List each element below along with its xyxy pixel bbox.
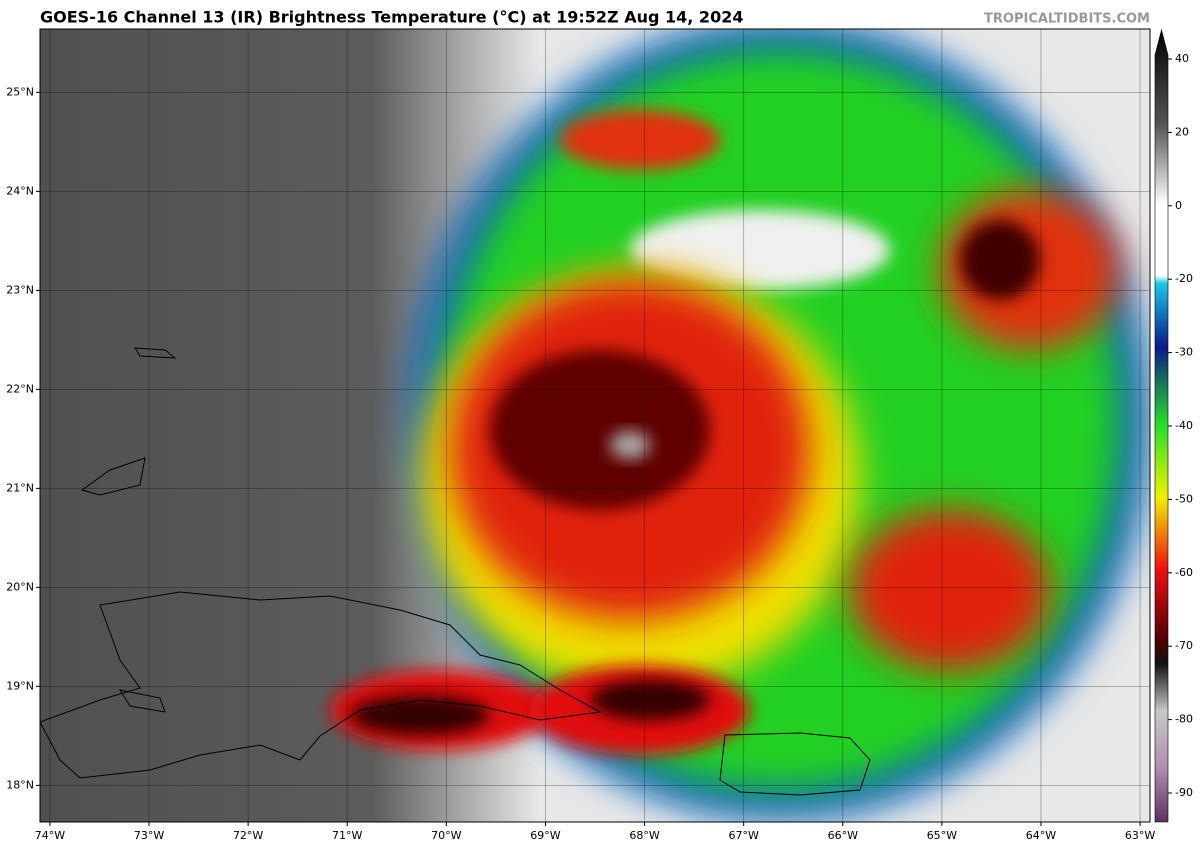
y-tick-label: 18°N	[6, 778, 34, 791]
x-tick-label: 67°W	[728, 829, 758, 842]
y-tick-label: 20°N	[6, 580, 34, 593]
y-tick-label: 23°N	[6, 283, 34, 296]
colorbar-tick-label: -50	[1175, 492, 1193, 505]
colorbar-tick-label: -60	[1175, 566, 1193, 579]
y-tick-label: 22°N	[6, 382, 34, 395]
colorbar-tick-label: -80	[1175, 713, 1193, 726]
colorbar-tick-label: -30	[1175, 346, 1193, 359]
colorbar-tick-label: -20	[1175, 272, 1193, 285]
watermark: TROPICALTIDBITS.COM	[984, 12, 1150, 27]
colorbar-tick-label: 40	[1175, 52, 1189, 65]
y-tick-label: 24°N	[6, 184, 34, 197]
colorbar-tick-label: -70	[1175, 639, 1193, 652]
map-frame	[39, 28, 1151, 823]
title: GOES-16 Channel 13 (IR) Brightness Tempe…	[40, 8, 743, 27]
x-tick-label: 68°W	[629, 829, 659, 842]
y-tick-label: 21°N	[6, 481, 34, 494]
colorbar-tick-label: 0	[1175, 199, 1182, 212]
x-tick-label: 63°W	[1125, 829, 1155, 842]
x-tick-label: 74°W	[35, 829, 65, 842]
x-tick-label: 70°W	[431, 829, 461, 842]
x-tick-label: 64°W	[1026, 829, 1056, 842]
x-tick-label: 71°W	[332, 829, 362, 842]
colorbar-tick-label: -90	[1175, 786, 1193, 799]
y-tick-label: 25°N	[6, 85, 34, 98]
colorbar	[1154, 28, 1169, 823]
coastlines	[40, 347, 871, 796]
colorbar-tick-label: 20	[1175, 125, 1189, 138]
satellite-imagery	[40, 29, 1150, 822]
x-tick-label: 65°W	[927, 829, 957, 842]
y-tick-label: 19°N	[6, 679, 34, 692]
x-tick-label: 73°W	[134, 829, 164, 842]
x-tick-label: 66°W	[828, 829, 858, 842]
x-tick-label: 72°W	[233, 829, 263, 842]
colorbar-tick-label: -40	[1175, 419, 1193, 432]
x-tick-label: 69°W	[530, 829, 560, 842]
